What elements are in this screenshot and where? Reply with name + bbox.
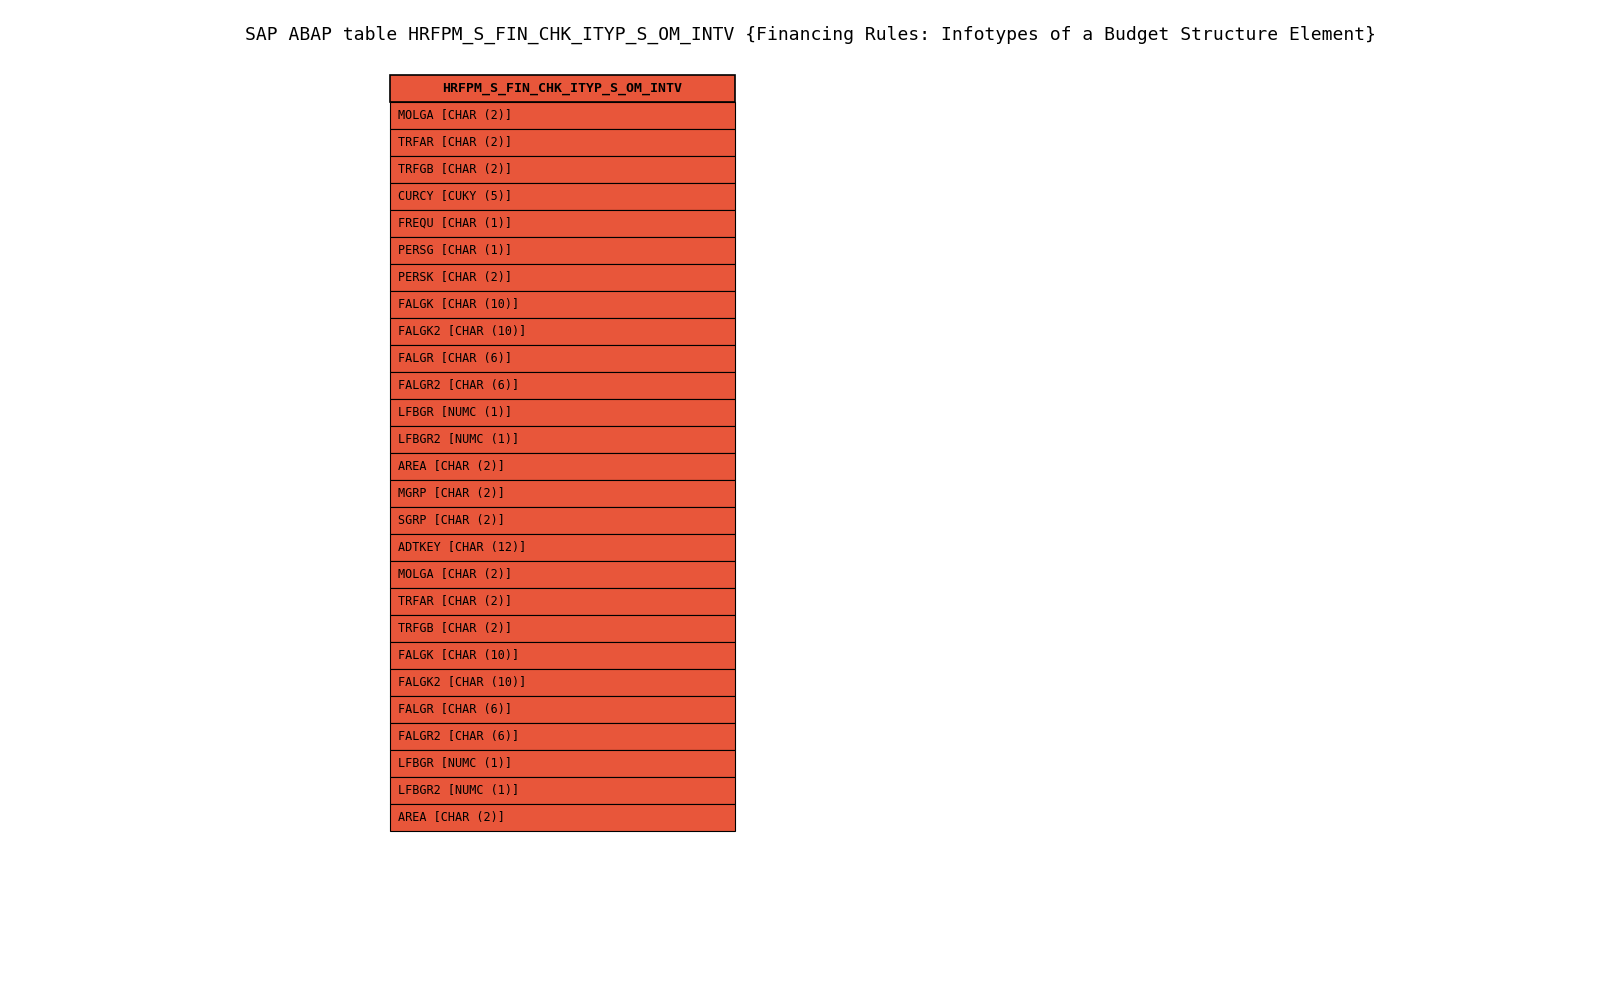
Bar xyxy=(391,75,734,102)
Bar xyxy=(391,210,734,237)
Bar xyxy=(391,507,734,534)
Text: HRFPM_S_FIN_CHK_ITYP_S_OM_INTV: HRFPM_S_FIN_CHK_ITYP_S_OM_INTV xyxy=(443,82,682,95)
Text: FALGK2 [CHAR (10)]: FALGK2 [CHAR (10)] xyxy=(399,325,527,338)
Bar xyxy=(391,561,734,588)
Bar xyxy=(391,804,734,831)
Bar xyxy=(391,534,734,561)
Bar xyxy=(391,777,734,804)
Bar xyxy=(391,453,734,480)
Text: ADTKEY [CHAR (12)]: ADTKEY [CHAR (12)] xyxy=(399,541,527,554)
Text: SGRP [CHAR (2)]: SGRP [CHAR (2)] xyxy=(399,514,504,527)
Bar xyxy=(391,723,734,750)
Text: FALGK [CHAR (10)]: FALGK [CHAR (10)] xyxy=(399,649,519,662)
Text: FALGK2 [CHAR (10)]: FALGK2 [CHAR (10)] xyxy=(399,676,527,689)
Text: FALGR2 [CHAR (6)]: FALGR2 [CHAR (6)] xyxy=(399,730,519,743)
Text: MGRP [CHAR (2)]: MGRP [CHAR (2)] xyxy=(399,487,504,500)
Text: CURCY [CUKY (5)]: CURCY [CUKY (5)] xyxy=(399,190,512,203)
Bar xyxy=(391,372,734,399)
Bar xyxy=(391,399,734,426)
Bar xyxy=(391,642,734,669)
Bar xyxy=(391,129,734,156)
Text: FALGK [CHAR (10)]: FALGK [CHAR (10)] xyxy=(399,298,519,311)
Text: LFBGR [NUMC (1)]: LFBGR [NUMC (1)] xyxy=(399,406,512,419)
Text: MOLGA [CHAR (2)]: MOLGA [CHAR (2)] xyxy=(399,568,512,581)
Text: LFBGR2 [NUMC (1)]: LFBGR2 [NUMC (1)] xyxy=(399,433,519,446)
Bar xyxy=(391,750,734,777)
Bar xyxy=(391,237,734,264)
Text: PERSG [CHAR (1)]: PERSG [CHAR (1)] xyxy=(399,244,512,257)
Text: FREQU [CHAR (1)]: FREQU [CHAR (1)] xyxy=(399,217,512,230)
Bar xyxy=(391,588,734,615)
Text: PERSK [CHAR (2)]: PERSK [CHAR (2)] xyxy=(399,271,512,284)
Bar xyxy=(391,318,734,345)
Text: FALGR2 [CHAR (6)]: FALGR2 [CHAR (6)] xyxy=(399,379,519,392)
Text: TRFAR [CHAR (2)]: TRFAR [CHAR (2)] xyxy=(399,595,512,608)
Text: TRFGB [CHAR (2)]: TRFGB [CHAR (2)] xyxy=(399,622,512,635)
Text: AREA [CHAR (2)]: AREA [CHAR (2)] xyxy=(399,811,504,824)
Bar xyxy=(391,345,734,372)
Bar xyxy=(391,615,734,642)
Bar xyxy=(391,426,734,453)
Bar xyxy=(391,696,734,723)
Text: MOLGA [CHAR (2)]: MOLGA [CHAR (2)] xyxy=(399,109,512,122)
Text: LFBGR2 [NUMC (1)]: LFBGR2 [NUMC (1)] xyxy=(399,784,519,797)
Text: FALGR [CHAR (6)]: FALGR [CHAR (6)] xyxy=(399,352,512,365)
Bar xyxy=(391,264,734,291)
Bar xyxy=(391,183,734,210)
Bar xyxy=(391,669,734,696)
Text: LFBGR [NUMC (1)]: LFBGR [NUMC (1)] xyxy=(399,757,512,770)
Bar xyxy=(391,156,734,183)
Bar xyxy=(391,480,734,507)
Text: TRFAR [CHAR (2)]: TRFAR [CHAR (2)] xyxy=(399,136,512,149)
Text: AREA [CHAR (2)]: AREA [CHAR (2)] xyxy=(399,460,504,473)
Bar xyxy=(391,102,734,129)
Text: SAP ABAP table HRFPM_S_FIN_CHK_ITYP_S_OM_INTV {Financing Rules: Infotypes of a B: SAP ABAP table HRFPM_S_FIN_CHK_ITYP_S_OM… xyxy=(245,26,1376,44)
Text: FALGR [CHAR (6)]: FALGR [CHAR (6)] xyxy=(399,703,512,716)
Text: TRFGB [CHAR (2)]: TRFGB [CHAR (2)] xyxy=(399,163,512,176)
Bar xyxy=(391,291,734,318)
